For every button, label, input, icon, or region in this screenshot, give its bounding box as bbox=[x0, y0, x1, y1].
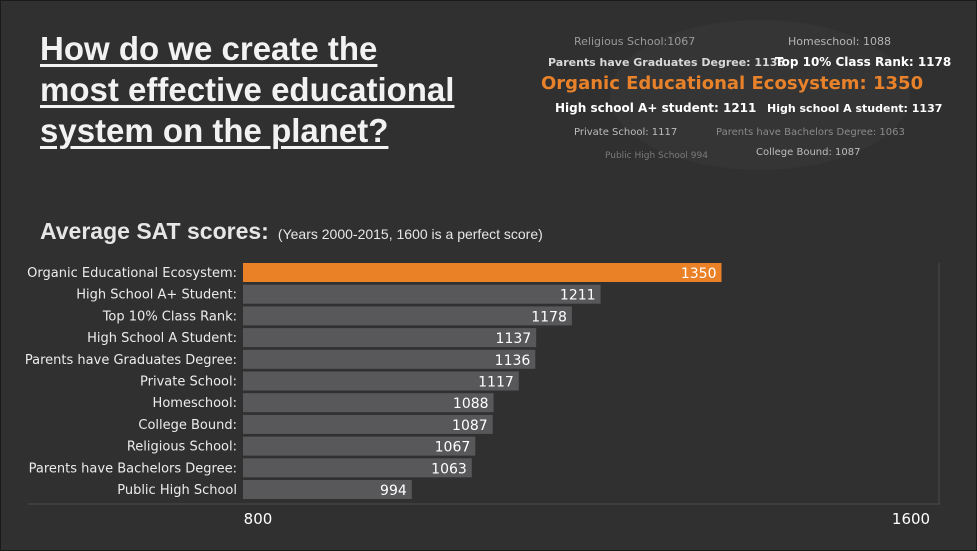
category-label-6: Homeschool: bbox=[153, 396, 237, 411]
cloud-word-aplus: High school A+ student: 1211 bbox=[555, 101, 757, 115]
chart-subtitle: Average SAT scores: (Years 2000-2015, 16… bbox=[40, 218, 543, 245]
bar-9 bbox=[243, 458, 472, 478]
cloud-word-college: College Bound: 1087 bbox=[756, 147, 861, 158]
category-label-3: High School A Student: bbox=[87, 331, 237, 346]
value-label-0: 1350 bbox=[681, 266, 717, 282]
cloud-word-astudent: High school A student: 1137 bbox=[767, 102, 943, 115]
title-line-3: system on the planet? bbox=[40, 112, 389, 149]
title-line-2: most effective educational bbox=[40, 71, 455, 108]
bar-5 bbox=[243, 371, 519, 391]
cloud-word-bachelors: Parents have Bachelors Degree: 1063 bbox=[716, 127, 905, 138]
bar-6 bbox=[243, 393, 494, 413]
category-label-0: Organic Educational Ecosystem: bbox=[27, 266, 237, 281]
cloud-word-religious: Religious School:1067 bbox=[574, 35, 696, 48]
bar-4 bbox=[243, 349, 536, 369]
subtitle-note: (Years 2000-2015, 1600 is a perfect scor… bbox=[277, 226, 543, 242]
value-label-8: 1067 bbox=[435, 440, 471, 456]
category-label-10: Public High School bbox=[117, 483, 237, 498]
bar-0 bbox=[243, 263, 722, 282]
value-label-6: 1088 bbox=[453, 396, 489, 412]
bar-8 bbox=[243, 436, 476, 456]
subtitle-main: Average SAT scores: bbox=[40, 218, 269, 244]
category-label-8: Religious School: bbox=[127, 440, 237, 455]
category-label-7: College Bound: bbox=[138, 418, 237, 433]
bar-2 bbox=[243, 306, 572, 326]
bar-1 bbox=[243, 284, 601, 304]
category-label-1: High School A+ Student: bbox=[76, 288, 237, 303]
word-cloud-backdrop bbox=[610, 20, 910, 170]
value-label-4: 1136 bbox=[495, 353, 531, 369]
value-label-10: 994 bbox=[380, 483, 407, 499]
cloud-word-graduates: Parents have Graduates Degree: 1136 bbox=[548, 56, 786, 69]
title-line-1: How do we create the bbox=[40, 30, 378, 67]
x-tick-label-0: 800 bbox=[244, 510, 273, 528]
category-label-2: Top 10% Class Rank: bbox=[102, 309, 237, 324]
value-label-1: 1211 bbox=[560, 288, 596, 304]
slide-title: How do we create the most effective educ… bbox=[40, 28, 520, 151]
category-label-9: Parents have Bachelors Degree: bbox=[29, 461, 237, 476]
value-label-3: 1137 bbox=[496, 331, 532, 347]
cloud-word-public: Public High School 994 bbox=[605, 151, 708, 161]
category-label-5: Private School: bbox=[140, 375, 237, 390]
value-label-2: 1178 bbox=[531, 309, 567, 325]
bar-10 bbox=[243, 480, 412, 499]
bar-3 bbox=[243, 328, 537, 348]
x-tick-label-1: 1600 bbox=[892, 510, 930, 528]
cloud-word-top10: Top 10% Class Rank: 1178 bbox=[775, 55, 952, 69]
cloud-word-organic: Organic Educational Ecosystem: 1350 bbox=[541, 73, 924, 94]
category-label-4: Parents have Graduates Degree: bbox=[25, 353, 237, 368]
cloud-word-homeschool: Homeschool: 1088 bbox=[788, 35, 891, 48]
bar-7 bbox=[243, 414, 493, 434]
value-label-5: 1117 bbox=[478, 375, 514, 391]
value-label-7: 1087 bbox=[452, 418, 488, 434]
value-label-9: 1063 bbox=[431, 461, 467, 477]
cloud-word-private: Private School: 1117 bbox=[574, 127, 678, 138]
